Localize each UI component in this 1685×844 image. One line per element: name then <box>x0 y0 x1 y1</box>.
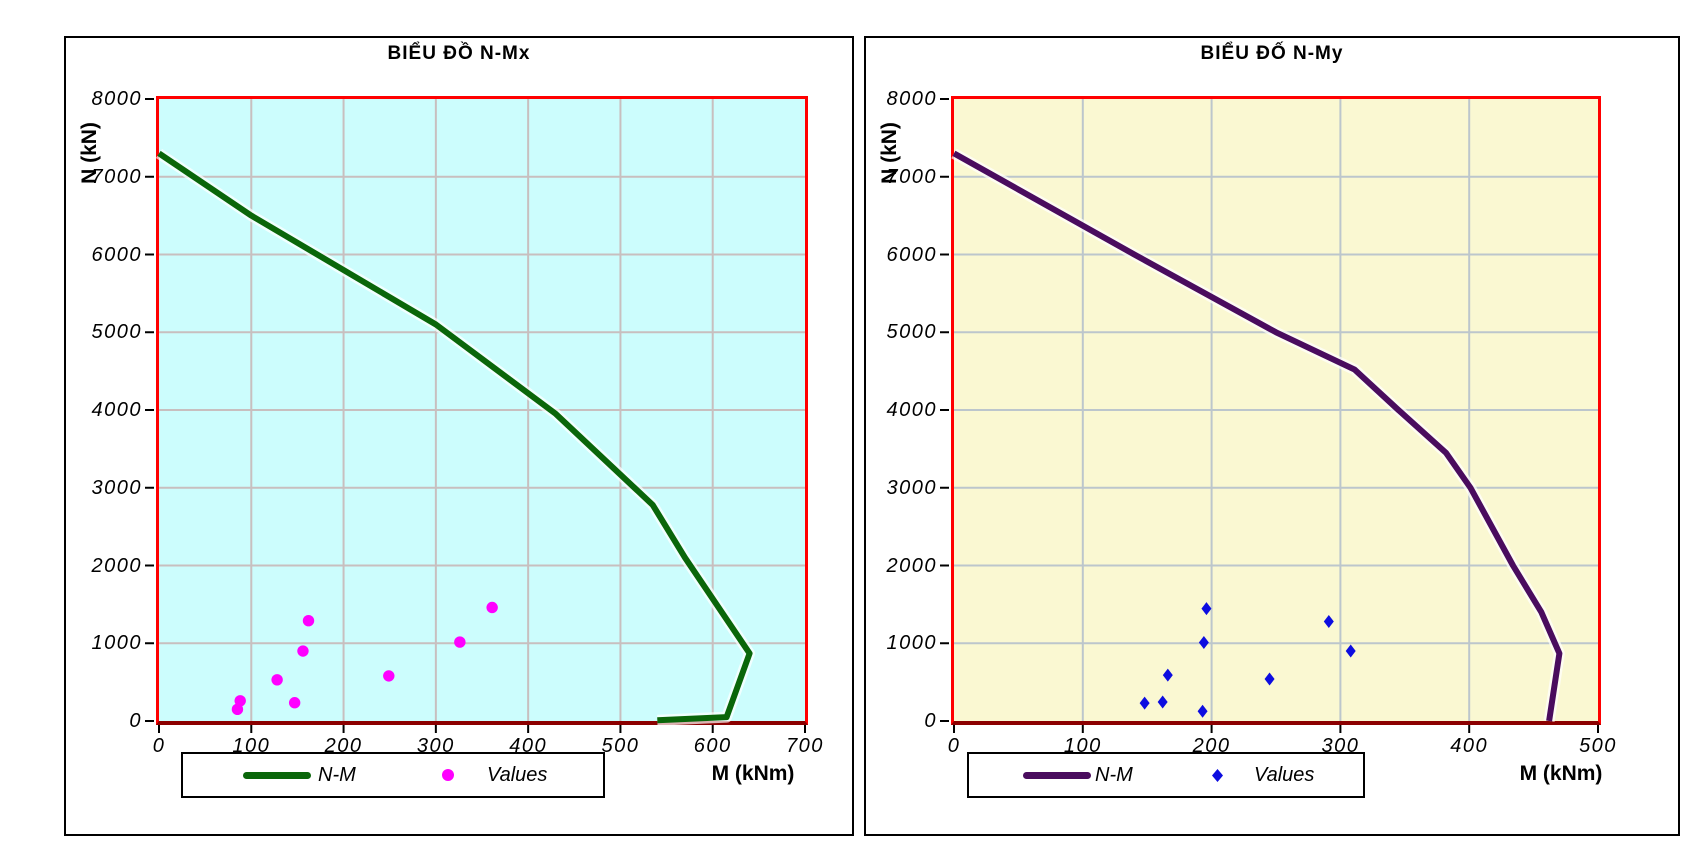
y-tick-label: 3000 <box>886 476 937 499</box>
data-point <box>234 695 246 707</box>
x-tick-label: 100 <box>1063 735 1102 757</box>
data-point <box>454 636 466 648</box>
x-axis-label: M (kNm) <box>711 762 795 785</box>
data-point <box>1264 672 1275 686</box>
legend-marker-swatch <box>442 769 454 781</box>
y-tick-label: 1000 <box>886 632 937 655</box>
x-tick-label: 400 <box>509 735 548 757</box>
y-tick-label: 7000 <box>886 165 937 188</box>
legend-line-swatch <box>243 772 311 779</box>
plot-area <box>145 96 808 733</box>
y-tick-label: 1000 <box>91 632 142 655</box>
chart-title: BIỂU ĐỐ N-My <box>1200 43 1344 64</box>
y-tick-label: 6000 <box>91 243 142 266</box>
nm-interaction-chart <box>145 98 806 733</box>
data-point <box>1197 704 1208 718</box>
data-point <box>1323 614 1334 628</box>
nm-curve-halo <box>155 148 756 726</box>
x-tick-label: 200 <box>1192 735 1231 757</box>
x-tick-label: 600 <box>693 735 732 757</box>
y-tick-label: 4000 <box>886 399 937 421</box>
legend-values-label: Values <box>487 763 548 786</box>
data-point <box>486 601 498 614</box>
y-tick-label: 0 <box>129 710 142 732</box>
data-point <box>1345 644 1356 658</box>
data-point <box>271 674 283 686</box>
x-tick-label: 100 <box>232 735 271 757</box>
legend-line-swatch <box>1023 772 1091 779</box>
x-tick-label: 500 <box>1579 735 1617 757</box>
legend: N-M Values <box>181 752 605 798</box>
data-point <box>231 703 244 716</box>
y-tick-label: 0 <box>924 710 937 732</box>
chart-panel-n-mx: BIỂU ĐỒ N-Mx N (kN) N-M Values M (kNm) 0… <box>64 36 854 836</box>
data-point <box>288 697 301 709</box>
y-tick-label: 2000 <box>91 554 142 577</box>
x-tick-label: 400 <box>1450 735 1489 757</box>
legend-line-label: N-M <box>318 763 356 786</box>
y-tick-label: 7000 <box>91 165 142 188</box>
y-tick-label: 3000 <box>91 476 142 499</box>
data-point <box>1198 635 1209 649</box>
x-axis-label: M (kNm) <box>1519 762 1603 785</box>
y-tick-label: 5000 <box>886 321 937 344</box>
x-tick-label: 300 <box>1321 735 1360 757</box>
y-tick-label: 6000 <box>886 243 937 266</box>
nm-curve <box>952 150 1563 722</box>
y-tick-label: 8000 <box>91 88 142 110</box>
legend-marker-swatch <box>1212 769 1223 782</box>
nm-interaction-chart <box>940 98 1599 733</box>
y-tick-label: 8000 <box>886 88 937 110</box>
data-point <box>297 645 309 657</box>
legend-line-label: N-M <box>1095 763 1133 786</box>
data-point <box>1157 695 1168 709</box>
data-point <box>383 670 395 682</box>
x-tick-label: 0 <box>947 735 961 757</box>
x-tick-label: 700 <box>786 735 824 757</box>
legend: N-M Values <box>967 752 1365 798</box>
chart-panel-n-my: BIỂU ĐỐ N-My N (kN) N-M Values M (kNm) 0… <box>864 36 1680 836</box>
chart-title: BIỂU ĐỒ N-Mx <box>387 43 531 64</box>
x-tick-label: 200 <box>324 735 363 757</box>
data-point <box>1139 696 1150 710</box>
data-point <box>1162 668 1173 682</box>
data-point <box>302 615 315 627</box>
x-tick-label: 500 <box>601 735 640 757</box>
y-tick-label: 5000 <box>91 321 142 344</box>
x-tick-label: 300 <box>416 735 455 757</box>
nm-curve <box>157 150 753 724</box>
legend-values-label: Values <box>1254 763 1315 786</box>
plot-area <box>940 96 1601 733</box>
data-point <box>1201 602 1212 616</box>
y-tick-label: 4000 <box>91 399 142 421</box>
y-tick-label: 2000 <box>886 554 937 577</box>
x-tick-label: 0 <box>152 735 166 757</box>
